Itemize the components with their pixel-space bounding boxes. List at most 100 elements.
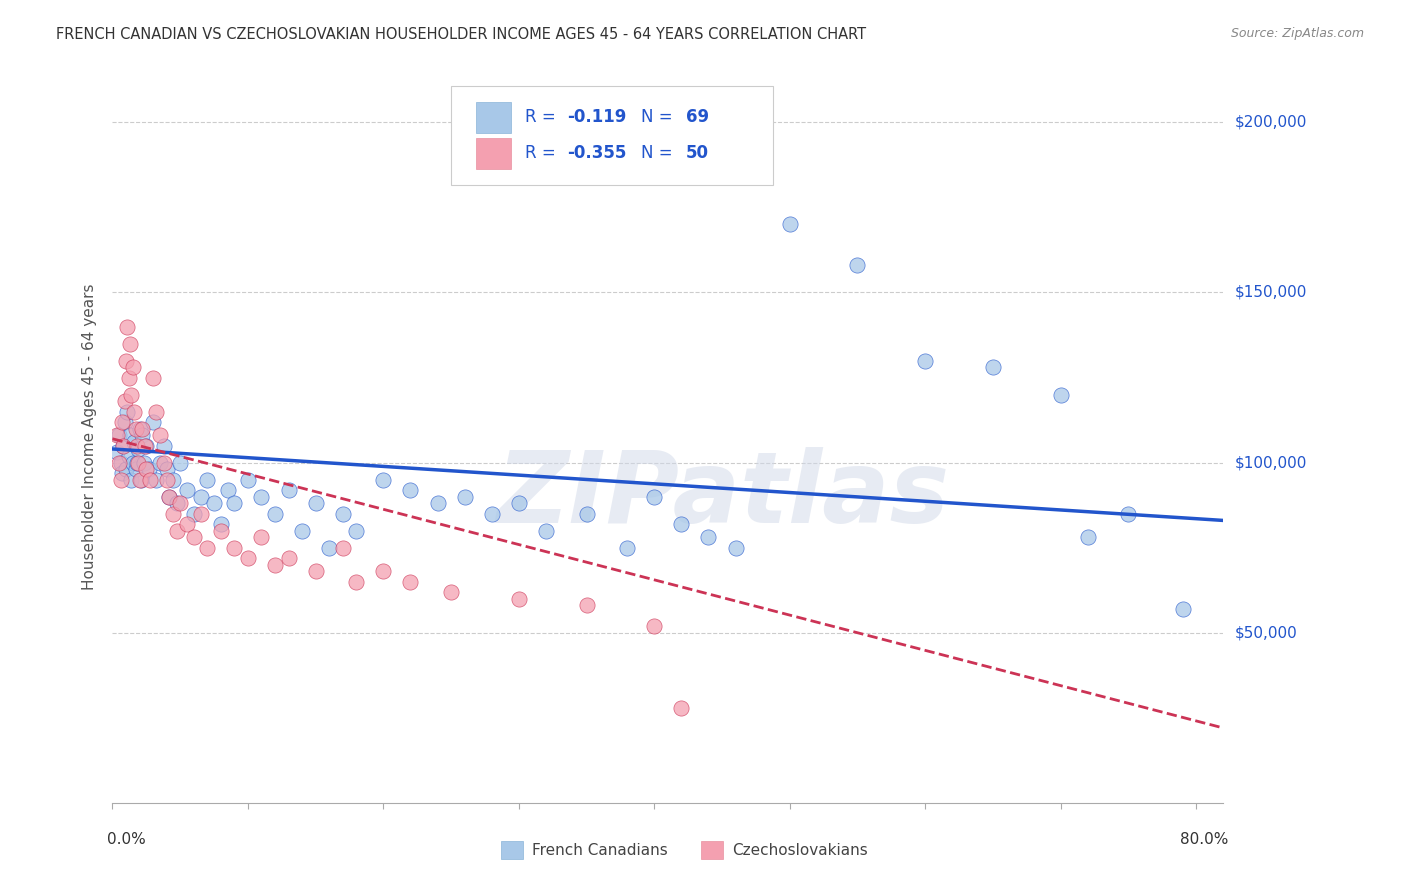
Point	[914, 353, 936, 368]
Point	[264, 507, 287, 521]
Point	[1171, 602, 1194, 616]
Point	[724, 541, 747, 555]
FancyBboxPatch shape	[475, 102, 512, 133]
Point	[671, 516, 693, 531]
Point	[115, 353, 138, 368]
Point	[108, 428, 131, 442]
Point	[332, 541, 354, 555]
Point	[127, 456, 149, 470]
Point	[134, 439, 156, 453]
FancyBboxPatch shape	[702, 841, 724, 860]
Text: $100,000: $100,000	[1234, 455, 1306, 470]
Point	[250, 531, 273, 545]
Point	[110, 473, 132, 487]
Point	[166, 524, 188, 538]
Point	[149, 456, 172, 470]
Point	[142, 415, 165, 429]
Text: $200,000: $200,000	[1234, 115, 1306, 130]
Point	[157, 490, 180, 504]
Text: 69: 69	[686, 109, 709, 127]
FancyBboxPatch shape	[501, 841, 523, 860]
FancyBboxPatch shape	[475, 138, 512, 169]
Text: FRENCH CANADIAN VS CZECHOSLOVAKIAN HOUSEHOLDER INCOME AGES 45 - 64 YEARS CORRELA: FRENCH CANADIAN VS CZECHOSLOVAKIAN HOUSE…	[56, 27, 866, 42]
Text: N =: N =	[641, 109, 678, 127]
Point	[169, 456, 191, 470]
Point	[373, 473, 395, 487]
Point	[125, 456, 148, 470]
Text: N =: N =	[641, 145, 678, 162]
Point	[132, 456, 155, 470]
Text: R =: R =	[524, 145, 561, 162]
Point	[344, 524, 367, 538]
Point	[128, 473, 150, 487]
Point	[120, 336, 142, 351]
Point	[190, 490, 212, 504]
Point	[166, 496, 188, 510]
Text: $50,000: $50,000	[1234, 625, 1298, 640]
Point	[250, 490, 273, 504]
Point	[131, 421, 153, 435]
Point	[117, 319, 139, 334]
Text: $150,000: $150,000	[1234, 285, 1306, 300]
Text: 50: 50	[686, 145, 709, 162]
Point	[426, 496, 449, 510]
Point	[236, 550, 259, 565]
Point	[1077, 531, 1099, 545]
Point	[846, 258, 869, 272]
Point	[169, 496, 191, 510]
Point	[145, 473, 167, 487]
Point	[112, 439, 135, 453]
Point	[117, 404, 139, 418]
Point	[142, 370, 165, 384]
Point	[399, 483, 422, 497]
Point	[291, 524, 314, 538]
Point	[176, 483, 198, 497]
Point	[105, 428, 128, 442]
Point	[224, 496, 246, 510]
Point	[149, 428, 172, 442]
Point	[277, 483, 299, 497]
Text: -0.355: -0.355	[567, 145, 626, 162]
Point	[779, 218, 801, 232]
Point	[264, 558, 287, 572]
Text: 0.0%: 0.0%	[107, 832, 146, 847]
Point	[453, 490, 475, 504]
Point	[643, 490, 665, 504]
Text: 80.0%: 80.0%	[1181, 832, 1229, 847]
Point	[125, 439, 148, 453]
Point	[981, 360, 1004, 375]
Point	[156, 462, 179, 476]
Point	[156, 473, 179, 487]
Point	[183, 507, 205, 521]
Point	[202, 496, 225, 510]
Text: ZIPatlas: ZIPatlas	[496, 447, 950, 544]
Point	[224, 541, 246, 555]
Y-axis label: Householder Income Ages 45 - 64 years: Householder Income Ages 45 - 64 years	[82, 284, 97, 591]
Point	[128, 421, 150, 435]
Point	[508, 496, 530, 510]
Point	[111, 415, 134, 429]
Point	[332, 507, 354, 521]
Point	[118, 449, 141, 463]
Point	[153, 456, 176, 470]
Point	[575, 599, 598, 613]
Point	[145, 404, 167, 418]
Point	[120, 428, 142, 442]
Point	[508, 591, 530, 606]
Point	[534, 524, 557, 538]
Point	[318, 541, 340, 555]
Point	[114, 415, 136, 429]
Point	[1049, 387, 1071, 401]
Point	[121, 360, 143, 375]
Point	[481, 507, 503, 521]
Point	[127, 442, 149, 456]
Point	[112, 439, 135, 453]
Point	[236, 473, 259, 487]
Point	[305, 496, 328, 510]
Point	[277, 550, 299, 565]
Text: R =: R =	[524, 109, 561, 127]
Point	[124, 421, 146, 435]
Point	[120, 473, 142, 487]
Point	[153, 439, 176, 453]
Point	[114, 394, 136, 409]
